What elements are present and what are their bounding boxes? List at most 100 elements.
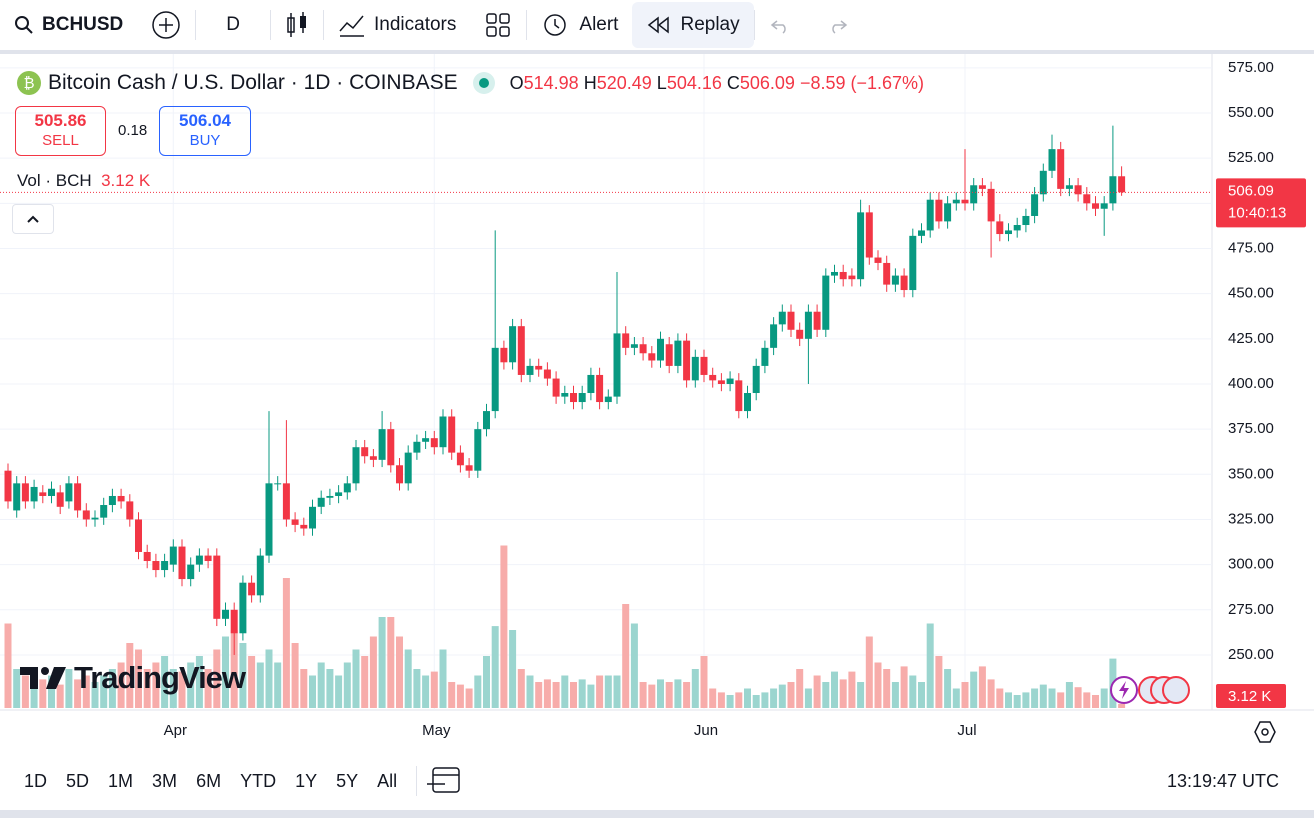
- chevron-icon: [27, 215, 39, 223]
- volume-bar: [343, 662, 351, 708]
- range-button[interactable]: All: [377, 770, 398, 791]
- volume-bar: [778, 684, 786, 708]
- volume-bar: [944, 669, 952, 708]
- volume-bar: [622, 604, 630, 708]
- symbol-search[interactable]: BCHUSD: [0, 0, 137, 50]
- y-tick-label: 400.00: [1228, 375, 1274, 392]
- volume-bar: [517, 669, 525, 708]
- volume-bar: [404, 649, 412, 708]
- candle-body: [369, 456, 377, 460]
- range-button[interactable]: 6M: [196, 770, 222, 791]
- candle-body: [700, 356, 708, 375]
- candle-body: [761, 347, 769, 366]
- candle-body: [1092, 203, 1099, 209]
- candle-body: [335, 492, 343, 496]
- legend-title: Bitcoin Cash / U.S. Dollar · 1D · COINBA…: [48, 71, 458, 94]
- indicators-button[interactable]: Indicators: [324, 0, 470, 50]
- candle-body: [848, 275, 856, 280]
- undo-redo[interactable]: [755, 0, 863, 50]
- candle-body: [256, 555, 264, 596]
- sell-button[interactable]: 505.86 SELL: [15, 106, 106, 156]
- candle-body: [657, 338, 664, 361]
- candle-body: [822, 275, 830, 330]
- volume-bar: [787, 682, 795, 708]
- volume-bar: [691, 669, 699, 708]
- y-tick-label: 450.00: [1228, 285, 1274, 302]
- candle-body: [1100, 203, 1108, 209]
- y-tick-label: 425.00: [1228, 330, 1274, 347]
- chart-type-button[interactable]: [271, 0, 323, 50]
- candle-body: [944, 203, 952, 222]
- volume-bar: [1083, 692, 1091, 708]
- replay-button[interactable]: Replay: [632, 2, 754, 48]
- candle-body: [952, 199, 960, 204]
- buy-button[interactable]: 506.04 BUY: [159, 106, 251, 156]
- candle-body: [630, 344, 638, 348]
- volume-bar: [369, 636, 377, 708]
- ranges: 1D 5D 1M 3M 6M YTD 1Y 5Y All: [0, 771, 416, 792]
- x-tick-label: Apr: [164, 722, 187, 739]
- range-button[interactable]: 5Y: [336, 770, 359, 791]
- collapse-button[interactable]: [12, 204, 54, 234]
- volume-bar: [204, 669, 212, 708]
- candle-body: [195, 555, 203, 565]
- alert-icon: [544, 14, 567, 36]
- candle-body: [222, 609, 229, 619]
- volume-bar: [239, 643, 247, 708]
- separator: [323, 10, 325, 40]
- volume-bar: [135, 649, 142, 708]
- volume-bar: [996, 688, 1004, 708]
- candle-body: [413, 441, 421, 453]
- range-button[interactable]: 1D: [24, 770, 48, 791]
- settings-button[interactable]: [1253, 720, 1277, 749]
- volume-bar: [456, 684, 464, 708]
- y-tick-label: 350.00: [1228, 465, 1274, 482]
- toolbar: BCHUSD D Indicators Alert Replay: [0, 0, 1314, 54]
- volume-bar: [74, 679, 82, 708]
- candle-body: [239, 582, 247, 634]
- candle-body: [526, 365, 534, 375]
- alert-button[interactable]: Alert: [527, 0, 632, 50]
- compare-button[interactable]: [137, 0, 195, 50]
- interval-button[interactable]: D: [196, 0, 270, 50]
- candle-body: [735, 380, 743, 412]
- volume-bar: [848, 671, 856, 708]
- volume-bar: [717, 692, 725, 708]
- candle-body: [744, 393, 751, 412]
- volume-bar: [613, 675, 621, 708]
- volume-bar: [474, 675, 482, 708]
- volume-bar: [396, 636, 403, 708]
- svg-text:₿: ₿: [23, 75, 34, 92]
- candle-body: [430, 438, 438, 448]
- candle-body: [82, 510, 90, 520]
- range-button[interactable]: 3M: [152, 770, 178, 791]
- volume-bar: [378, 617, 386, 708]
- candle-body: [152, 561, 160, 571]
- candle-body: [535, 365, 543, 370]
- sell-label: SELL: [42, 132, 79, 149]
- volume-bar: [500, 545, 508, 708]
- event-icons[interactable]: [1110, 675, 1194, 710]
- range-button[interactable]: 1M: [108, 770, 134, 791]
- volume-bar: [178, 671, 186, 708]
- volume-bar: [1118, 703, 1126, 708]
- candle-body: [404, 452, 412, 484]
- candle-body: [108, 495, 116, 506]
- volume-bar: [952, 688, 960, 708]
- y-tick-label: 550.00: [1228, 104, 1274, 121]
- volume-bar: [48, 675, 55, 708]
- candle-body: [204, 555, 212, 562]
- goto-date[interactable]: [417, 764, 477, 798]
- candle-body: [456, 452, 464, 466]
- volume-bar: [891, 682, 899, 708]
- range-button[interactable]: YTD: [240, 770, 277, 791]
- range-button[interactable]: 5D: [66, 770, 90, 791]
- candle-body: [352, 447, 360, 484]
- indicators-label: Indicators: [374, 14, 457, 35]
- layouts-button[interactable]: [470, 0, 526, 50]
- range-button[interactable]: 1Y: [295, 770, 318, 791]
- volume-bar: [169, 669, 177, 708]
- coin-icon: ₿: [17, 71, 41, 95]
- volume-bar: [195, 656, 203, 708]
- last-price-label: 506.09: [1228, 182, 1274, 199]
